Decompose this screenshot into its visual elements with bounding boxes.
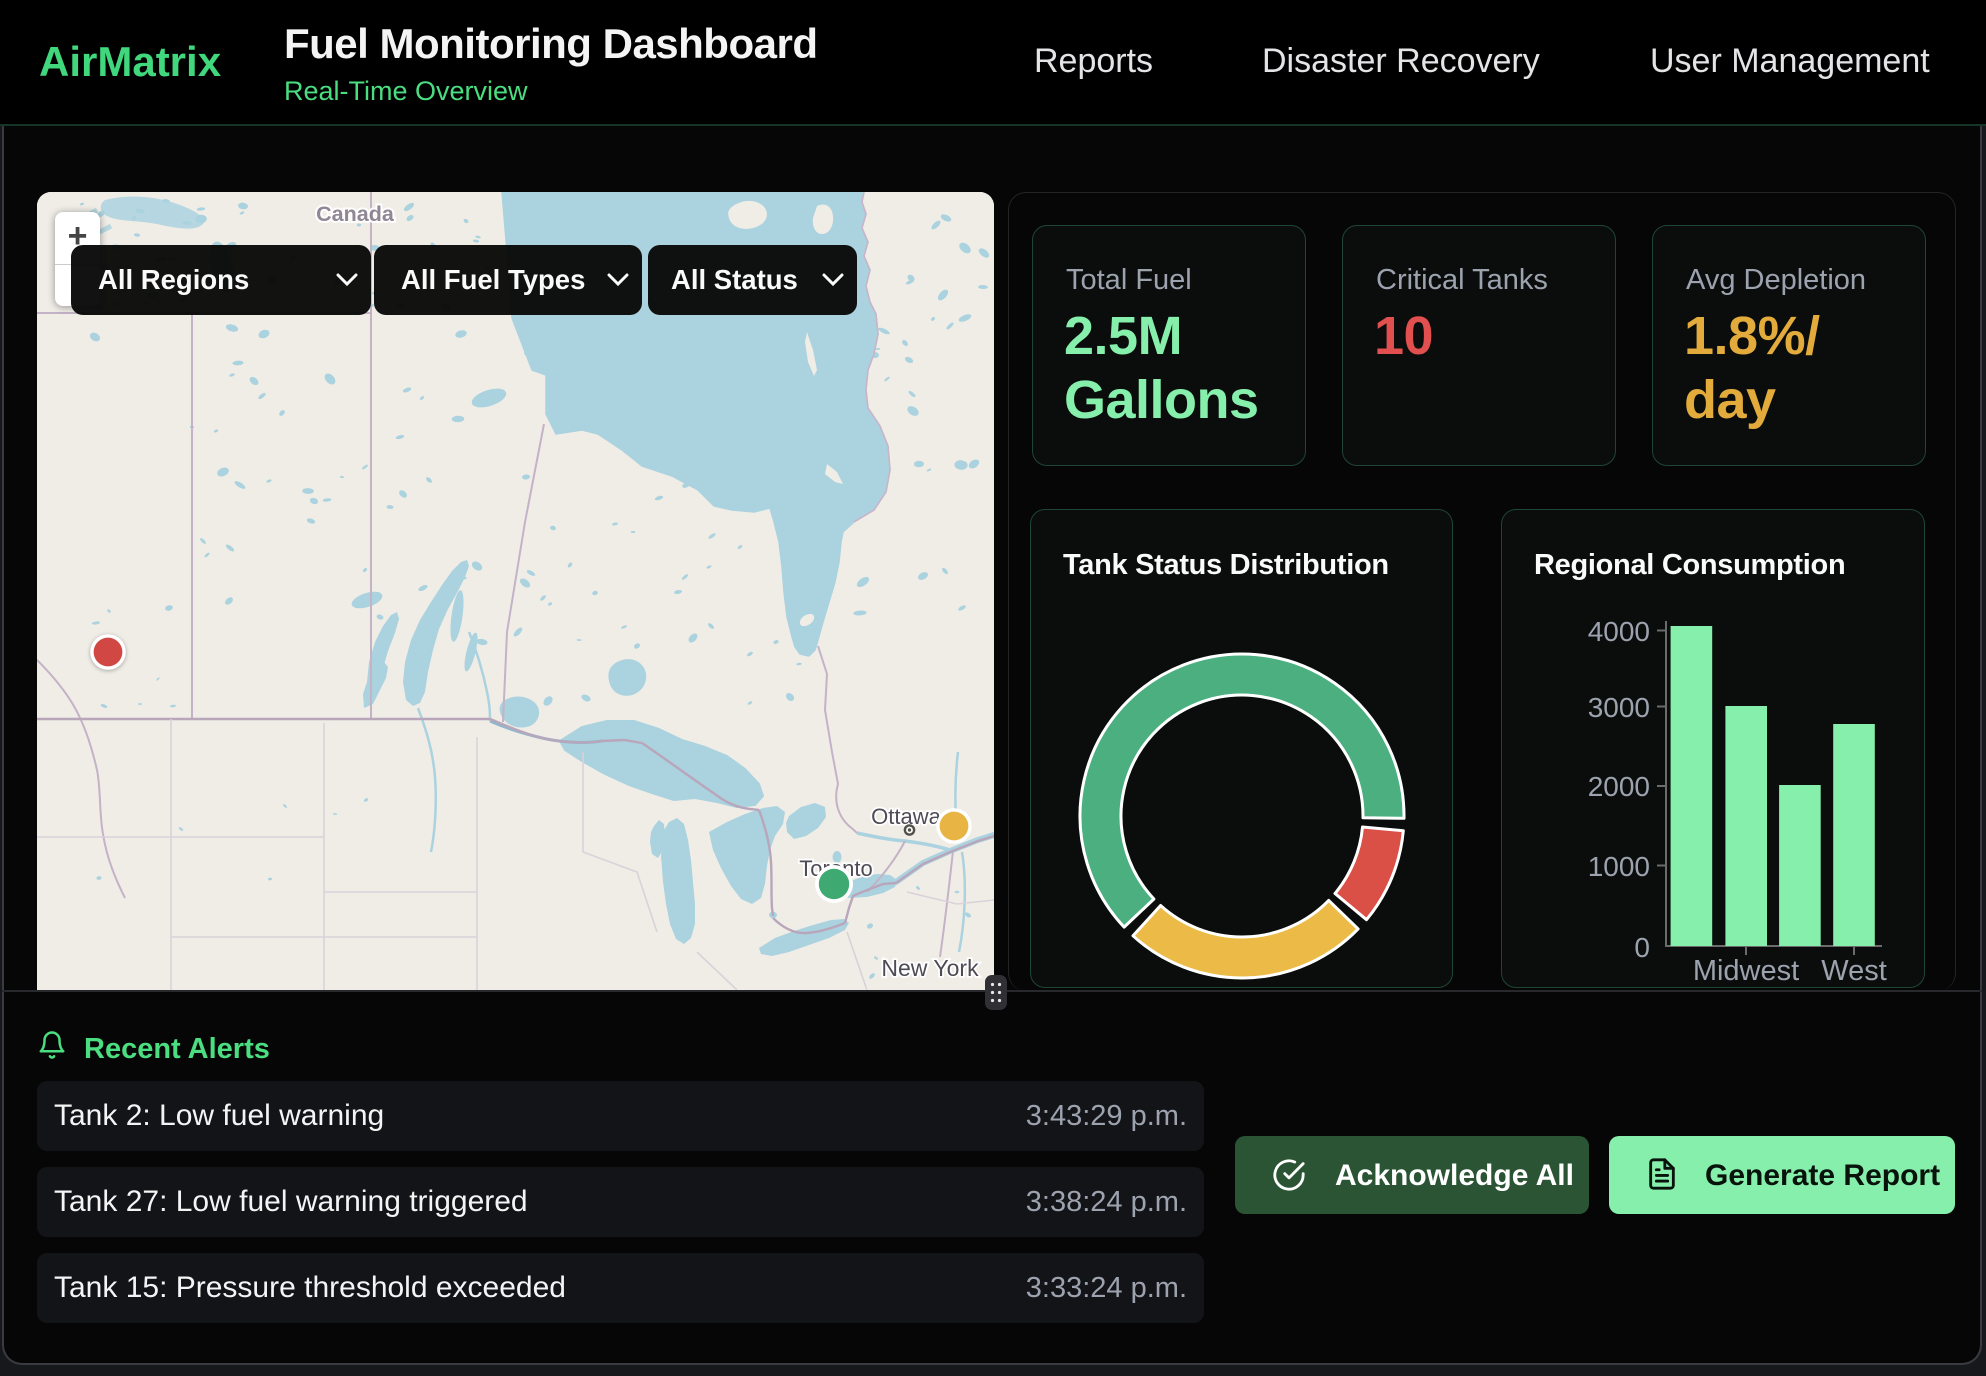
svg-text:New York: New York: [881, 955, 979, 981]
svg-text:Midwest: Midwest: [1693, 955, 1799, 987]
svg-text:2000: 2000: [1588, 771, 1650, 802]
svg-text:Canada: Canada: [316, 202, 395, 226]
svg-text:3000: 3000: [1588, 692, 1650, 723]
svg-text:4000: 4000: [1588, 616, 1650, 647]
svg-text:1000: 1000: [1588, 851, 1650, 882]
svg-text:West: West: [1821, 955, 1887, 987]
svg-text:0: 0: [1634, 932, 1650, 963]
